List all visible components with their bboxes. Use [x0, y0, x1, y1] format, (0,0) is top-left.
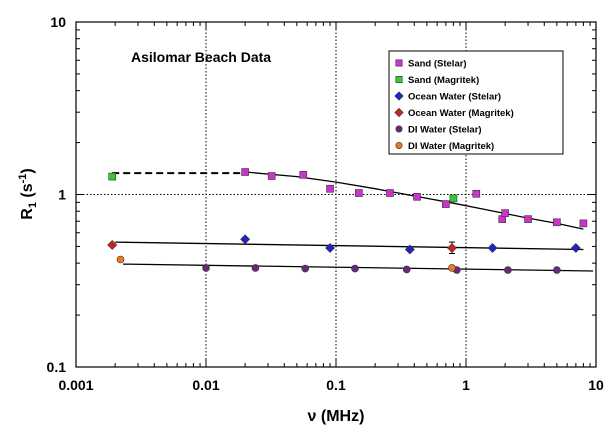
ocean-water-magritek-point: [447, 243, 457, 253]
di-water-stelar-point: [504, 266, 512, 274]
sand-stelar-point: [413, 192, 421, 201]
di-water-magritek-point: [448, 264, 456, 272]
x-tick-label: 0.1: [326, 377, 346, 393]
di-water-stelar-point: [402, 265, 411, 274]
ocean-water-stelar-point: [570, 243, 581, 253]
legend: Sand (Stelar) Sand (Magritek) Ocean Water …: [388, 50, 564, 155]
axis-ticks: 0.001 0.01 0.1 1 10 0.1 1 10: [47, 14, 604, 393]
x-axis-label: ν (MHz): [308, 408, 365, 425]
sand-stelar-point: [386, 189, 394, 197]
ocean-water-stelar-point: [487, 243, 498, 253]
di-water-stelar-point: [301, 264, 310, 273]
di-water-magritek-point: [116, 255, 125, 264]
y-tick-label: 1: [58, 187, 66, 203]
ocean-water-stelar-point: [325, 243, 335, 253]
ocean-water-magritek-point: [107, 240, 118, 250]
di-water-stelar-point: [553, 266, 561, 274]
sand-stelar-point: [355, 189, 363, 197]
legend-marker-sand-magritek: [395, 76, 403, 84]
legend-marker-ocean-water-stelar: [394, 91, 404, 101]
sand-stelar-point: [267, 172, 276, 180]
y-axis-label-superscript: -1: [17, 174, 29, 184]
sand-magritek-point: [449, 194, 458, 203]
x-tick-label: 1: [462, 377, 470, 393]
sand-stelar-point: [472, 189, 481, 198]
legend-label-sand-stelar: Sand (Stelar): [408, 59, 467, 70]
fit-lines: [112, 171, 594, 272]
ocean-fit-line: [115, 241, 584, 251]
x-tick-label: 10: [588, 377, 604, 393]
sand-stelar-point: [579, 219, 588, 228]
sand-stelar-point: [241, 168, 249, 176]
sand-stelar-point: [326, 184, 334, 193]
di-water-stelar-point: [351, 264, 359, 273]
sand-stelar-point: [553, 218, 561, 227]
legend-marker-di-water-stelar: [395, 125, 403, 133]
sand-fit-curve: [245, 171, 584, 230]
y-axis-label-close: ): [19, 168, 36, 173]
legend-marker-ocean-water-magritek: [394, 107, 404, 118]
y-axis-label-unit: (s: [19, 183, 36, 202]
data-points: [107, 168, 588, 274]
legend-label-sand-magritek: Sand (Magritek): [408, 75, 479, 86]
ocean-water-stelar-point: [240, 234, 251, 245]
legend-marker-sand-stelar: [395, 59, 403, 67]
legend-label-di-water-magritek: DI Water (Magritek): [408, 141, 494, 152]
annotation-text: Asilomar Beach Data: [131, 49, 271, 65]
x-tick-label: 0.001: [58, 377, 93, 393]
di-water-stelar-point: [202, 264, 210, 272]
legend-label-ocean-water-magritek: Ocean Water (Magritek): [408, 108, 514, 119]
sand-magritek-point: [108, 172, 117, 181]
legend-marker-di-water-magritek: [395, 142, 403, 150]
legend-label-di-water-stelar: DI Water (Stelar): [408, 125, 482, 136]
y-tick-label: 0.1: [47, 359, 67, 375]
sand-stelar-point: [442, 200, 450, 208]
y-axis-label-subscript: 1: [27, 202, 39, 208]
sand-stelar-point: [524, 215, 532, 223]
y-axis-label: R1 (s-1): [17, 168, 39, 219]
y-axis-label-main: R: [19, 208, 36, 220]
ocean-water-stelar-point: [404, 244, 415, 255]
sand-stelar-point: [501, 209, 509, 217]
legend-box: [388, 50, 564, 155]
di-water-stelar-point: [251, 264, 260, 272]
sand-stelar-point: [299, 171, 308, 179]
y-tick-label: 10: [50, 14, 66, 30]
x-tick-label: 0.01: [192, 377, 219, 393]
legend-label-ocean-water-stelar: Ocean Water (Stelar): [408, 92, 501, 103]
